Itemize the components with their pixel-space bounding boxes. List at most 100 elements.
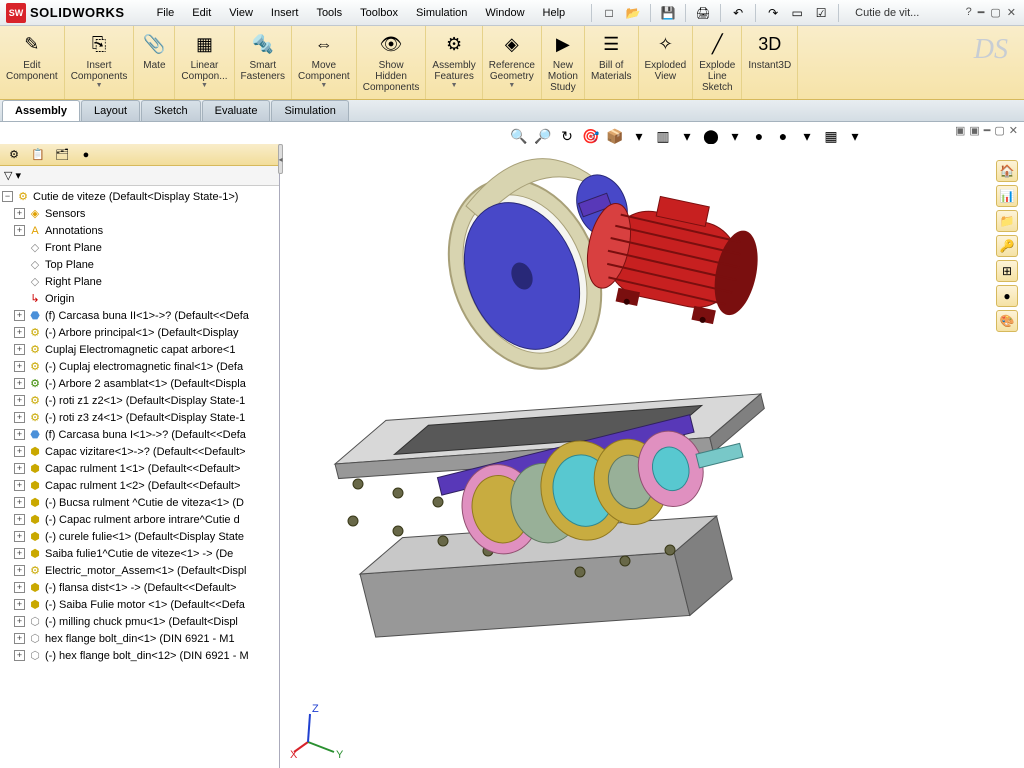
tree-item[interactable]: ◇Front Plane — [0, 239, 279, 256]
expand-icon[interactable]: + — [14, 208, 25, 219]
menu-tools[interactable]: Tools — [308, 3, 350, 23]
ribbon-show[interactable]: 👁ShowHiddenComponents — [357, 26, 427, 99]
vp-icon[interactable]: ▣ — [969, 124, 979, 137]
ribbon-explode[interactable]: ╱ExplodeLineSketch — [693, 26, 742, 99]
menu-edit[interactable]: Edit — [184, 3, 219, 23]
ribbon-mate[interactable]: 📎Mate — [134, 26, 175, 99]
vp-icon[interactable]: ▣ — [955, 124, 965, 137]
expand-icon[interactable]: + — [14, 616, 25, 627]
tree-item[interactable]: +⬢Capac rulment 1<1> (Default<<Default> — [0, 460, 279, 477]
expand-icon[interactable]: + — [14, 497, 25, 508]
menu-toolbox[interactable]: Toolbox — [352, 3, 406, 23]
ribbon-assembly[interactable]: ⚙AssemblyFeatures▼ — [426, 26, 482, 99]
menu-insert[interactable]: Insert — [263, 3, 307, 23]
tab-assembly[interactable]: Assembly — [2, 100, 80, 121]
tree-item[interactable]: +⚙(-) Arbore principal<1> (Default<Displ… — [0, 324, 279, 341]
tree-item[interactable]: ◇Top Plane — [0, 256, 279, 273]
tree-item[interactable]: +⬡(-) hex flange bolt_din<12> (DIN 6921 … — [0, 647, 279, 664]
tree-item[interactable]: +⬢(-) Capac rulment arbore intrare^Cutie… — [0, 511, 279, 528]
save-icon[interactable]: 💾 — [659, 4, 677, 22]
ribbon-insert[interactable]: ⎘InsertComponents▼ — [65, 26, 135, 99]
dropdown-icon[interactable]: ▼ — [96, 82, 103, 89]
ribbon-move[interactable]: ⇔MoveComponent▼ — [292, 26, 357, 99]
ribbon-reference[interactable]: ◈ReferenceGeometry▼ — [483, 26, 542, 99]
view-tool-icon[interactable]: ▦ — [822, 127, 840, 145]
ribbon-edit[interactable]: ✎EditComponent — [0, 26, 65, 99]
expand-icon[interactable]: + — [14, 514, 25, 525]
view-tool-icon[interactable]: ▾ — [798, 127, 816, 145]
menu-window[interactable]: Window — [477, 3, 532, 23]
open-icon[interactable]: 📂 — [624, 4, 642, 22]
tree-filter[interactable]: ▽ ▾ — [0, 166, 279, 186]
tree-item[interactable]: +⚙Electric_motor_Assem<1> (Default<Displ — [0, 562, 279, 579]
tree-item[interactable]: +⬢Saiba fulie1^Cutie de viteze<1> -> (De — [0, 545, 279, 562]
view-tool-icon[interactable]: ▾ — [846, 127, 864, 145]
tree-item[interactable]: ↳Origin — [0, 290, 279, 307]
menu-file[interactable]: File — [149, 3, 183, 23]
menu-simulation[interactable]: Simulation — [408, 3, 475, 23]
view-tool-icon[interactable]: ▾ — [726, 127, 744, 145]
taskpane-icon[interactable]: 🏠 — [996, 160, 1018, 182]
tree-item[interactable]: +⬢(-) Saiba Fulie motor <1> (Default<<De… — [0, 596, 279, 613]
tree-item[interactable]: +⬣(f) Carcasa buna II<1>->? (Default<<De… — [0, 307, 279, 324]
tree-item[interactable]: +⬣(f) Carcasa buna I<1>->? (Default<<Def… — [0, 426, 279, 443]
taskpane-icon[interactable]: 📊 — [996, 185, 1018, 207]
expand-icon[interactable]: + — [14, 599, 25, 610]
tab-layout[interactable]: Layout — [81, 100, 140, 121]
tree-item[interactable]: +⚙(-) Arbore 2 asamblat<1> (Default<Disp… — [0, 375, 279, 392]
new-icon[interactable]: □ — [600, 4, 618, 22]
expand-icon[interactable]: + — [14, 378, 25, 389]
tab-evaluate[interactable]: Evaluate — [202, 100, 271, 121]
graphics-viewport[interactable]: X Y Z — [280, 144, 1024, 768]
tab-simulation[interactable]: Simulation — [271, 100, 348, 121]
minimize-icon[interactable]: ━ — [978, 6, 985, 19]
view-tool-icon[interactable]: 📦 — [606, 127, 624, 145]
view-tool-icon[interactable]: ● — [774, 127, 792, 145]
tree-root[interactable]: − ⚙ Cutie de viteze (Default<Display Sta… — [0, 188, 279, 205]
view-tool-icon[interactable]: ▾ — [630, 127, 648, 145]
taskpane-icon[interactable]: ● — [996, 285, 1018, 307]
dropdown-icon[interactable]: ▼ — [201, 82, 208, 89]
orientation-triad[interactable]: X Y Z — [288, 700, 348, 760]
tree-item[interactable]: +⬢(-) curele fulie<1> (Default<Display S… — [0, 528, 279, 545]
expand-icon[interactable]: + — [14, 310, 25, 321]
manager-tab-icon[interactable]: 🗂 — [52, 146, 72, 164]
view-tool-icon[interactable]: 🔍 — [510, 127, 528, 145]
expand-icon[interactable]: + — [14, 429, 25, 440]
view-tool-icon[interactable]: 🎯 — [582, 127, 600, 145]
expand-icon[interactable]: + — [14, 327, 25, 338]
ribbon-instant3d[interactable]: 3DInstant3D — [742, 26, 798, 99]
tree-item[interactable]: +AAnnotations — [0, 222, 279, 239]
print-icon[interactable]: 🖨 — [694, 4, 712, 22]
expand-icon[interactable]: + — [14, 412, 25, 423]
tree-item[interactable]: +⬡hex flange bolt_din<1> (DIN 6921 - M1 — [0, 630, 279, 647]
tree-item[interactable]: +⬡(-) milling chuck pmu<1> (Default<Disp… — [0, 613, 279, 630]
expand-icon[interactable]: + — [14, 531, 25, 542]
taskpane-icon[interactable]: 🔑 — [996, 235, 1018, 257]
taskpane-icon[interactable]: 🎨 — [996, 310, 1018, 332]
expand-icon[interactable]: + — [14, 650, 25, 661]
view-tool-icon[interactable]: ↻ — [558, 127, 576, 145]
dropdown-icon[interactable]: ▼ — [451, 82, 458, 89]
taskpane-icon[interactable]: ⊞ — [996, 260, 1018, 282]
tree-item[interactable]: +⬢Capac vizitare<1>->? (Default<<Default… — [0, 443, 279, 460]
tree-item[interactable]: +⚙(-) Cuplaj electromagnetic final<1> (D… — [0, 358, 279, 375]
expand-icon[interactable]: + — [14, 582, 25, 593]
ribbon-bill-of[interactable]: ☰Bill ofMaterials — [585, 26, 639, 99]
expand-icon[interactable]: − — [2, 191, 13, 202]
undo-icon[interactable]: ↶ — [729, 4, 747, 22]
tree-item[interactable]: +⚙(-) roti z3 z4<1> (Default<Display Sta… — [0, 409, 279, 426]
tree-item[interactable]: +⚙(-) roti z1 z2<1> (Default<Display Sta… — [0, 392, 279, 409]
tree-item[interactable]: +⬢(-) Bucsa rulment ^Cutie de viteza<1> … — [0, 494, 279, 511]
view-tool-icon[interactable]: ● — [750, 127, 768, 145]
options-icon[interactable]: ☑ — [812, 4, 830, 22]
expand-icon[interactable]: + — [14, 633, 25, 644]
manager-tab-icon[interactable]: ⚙ — [4, 146, 24, 164]
vp-minimize-icon[interactable]: ━ — [984, 124, 991, 137]
close-icon[interactable]: ✕ — [1007, 6, 1016, 19]
dropdown-icon[interactable]: ▼ — [508, 82, 515, 89]
view-tool-icon[interactable]: ⬤ — [702, 127, 720, 145]
tab-sketch[interactable]: Sketch — [141, 100, 201, 121]
ribbon-smart[interactable]: 🔩SmartFasteners — [235, 26, 292, 99]
select-icon[interactable]: ↷ — [764, 4, 782, 22]
